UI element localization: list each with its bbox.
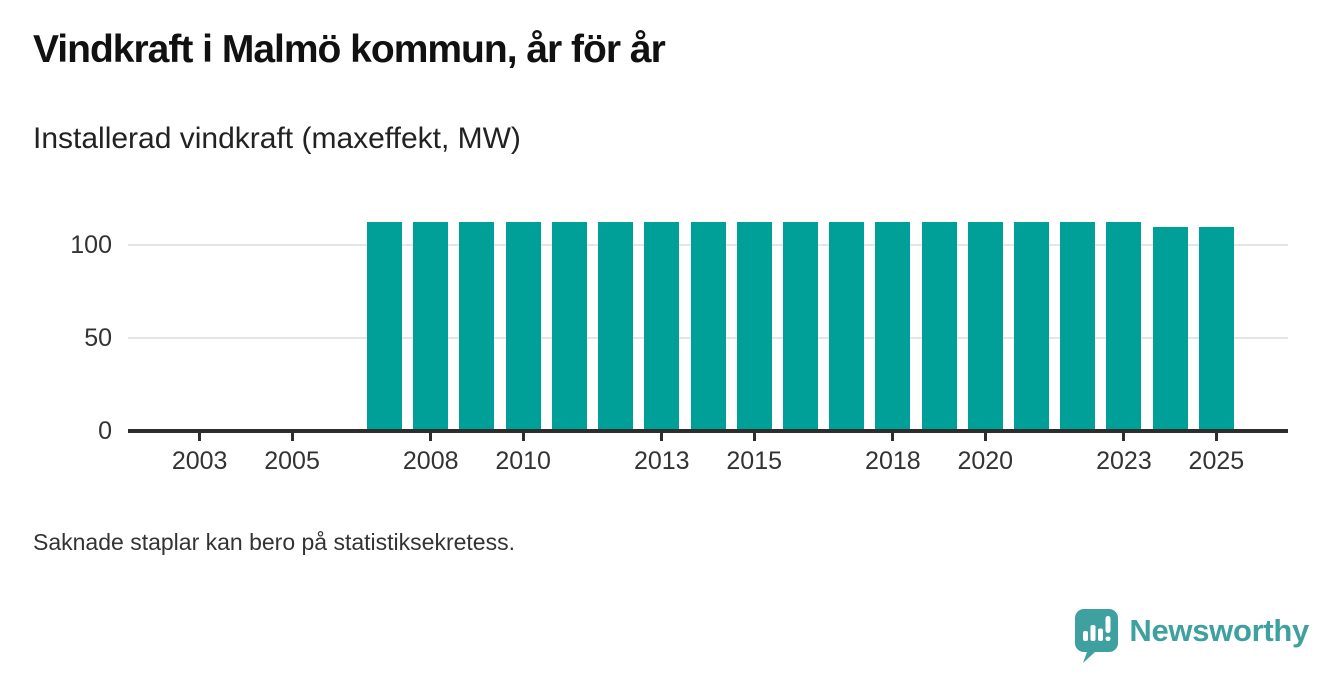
x-tick-mark-2010	[521, 433, 525, 441]
x-tick-label-2003: 2003	[171, 447, 228, 475]
x-tick-label-2020: 2020	[957, 447, 1014, 475]
bar-2016	[782, 221, 818, 431]
x-tick-label-2010: 2010	[495, 447, 551, 475]
bar-2017	[829, 221, 865, 431]
bar-2020	[967, 221, 1003, 431]
newsworthy-logo: Newsworthy	[1074, 608, 1309, 664]
bar-2011	[551, 221, 587, 431]
y-tick-label-50: 50	[84, 324, 112, 353]
x-tick-mark-2025	[1214, 433, 1218, 441]
x-axis-line	[128, 429, 1288, 433]
bar-2021	[1014, 221, 1049, 431]
x-tick-mark-2008	[429, 433, 433, 441]
newsworthy-brand-label: Newsworthy	[1129, 613, 1309, 648]
bar-2010	[505, 221, 541, 431]
footnote: Saknade staplar kan bero på statistiksek…	[33, 529, 515, 555]
y-tick-label-0: 0	[98, 417, 112, 445]
bar-2009	[459, 221, 495, 431]
bar-2024	[1152, 226, 1188, 431]
x-tick-label-2023: 2023	[1096, 447, 1152, 475]
newsworthy-bubble-icon	[1075, 609, 1119, 663]
x-tick-label-2018: 2018	[865, 447, 921, 475]
x-tick-label-2013: 2013	[633, 447, 690, 475]
chart-subtitle: Installerad vindkraft (maxeffekt, MW)	[33, 122, 521, 155]
bar-2012	[598, 221, 634, 431]
x-tick-mark-2020	[983, 433, 987, 441]
x-tick-mark-2013	[660, 433, 664, 441]
x-tick-label-2005: 2005	[264, 447, 320, 475]
bar-2023	[1106, 221, 1142, 431]
bar-2018	[875, 221, 911, 431]
x-tick-mark-2018	[891, 433, 895, 441]
bar-2025	[1198, 226, 1234, 431]
bar-2022	[1060, 221, 1096, 431]
chart-title: Vindkraft i Malmö kommun, år för år	[33, 28, 666, 71]
bar-2014	[690, 221, 726, 431]
x-tick-mark-2005	[290, 433, 294, 441]
x-tick-mark-2015	[752, 433, 756, 441]
x-tick-label-2015: 2015	[726, 447, 783, 475]
x-tick-mark-2023	[1122, 433, 1126, 441]
y-tick-label-100: 100	[70, 231, 112, 260]
bar-2015	[736, 221, 772, 431]
x-tick-label-2025: 2025	[1188, 447, 1245, 475]
x-tick-mark-2003	[198, 433, 202, 441]
plot-area	[128, 208, 1288, 431]
bar-2007	[366, 221, 402, 431]
bar-2013	[644, 221, 680, 431]
bar-2019	[921, 221, 957, 431]
x-tick-label-2008: 2008	[402, 447, 459, 475]
bar-2008	[413, 221, 449, 431]
